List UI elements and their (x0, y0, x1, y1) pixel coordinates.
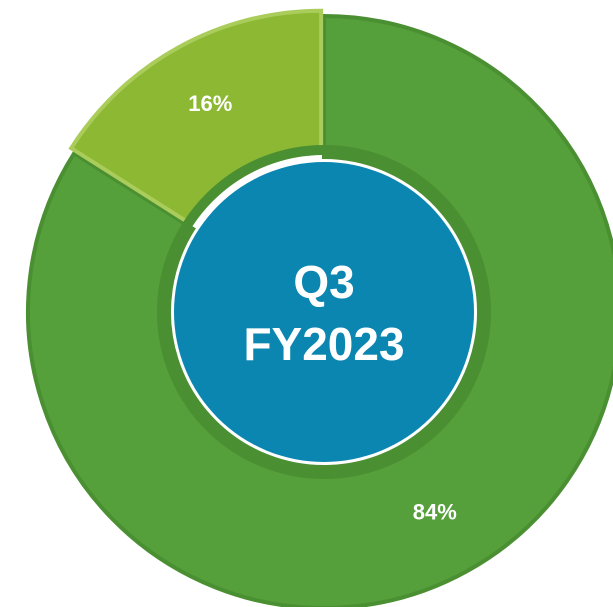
value-label: 16% (188, 91, 232, 116)
center-label: Q3 (293, 256, 354, 308)
slices (26, 8, 613, 607)
slice (26, 13, 613, 607)
ring-rim (157, 145, 491, 479)
center-circle (174, 162, 474, 462)
value-label: 84% (413, 499, 457, 524)
center-label: FY2023 (243, 318, 404, 370)
